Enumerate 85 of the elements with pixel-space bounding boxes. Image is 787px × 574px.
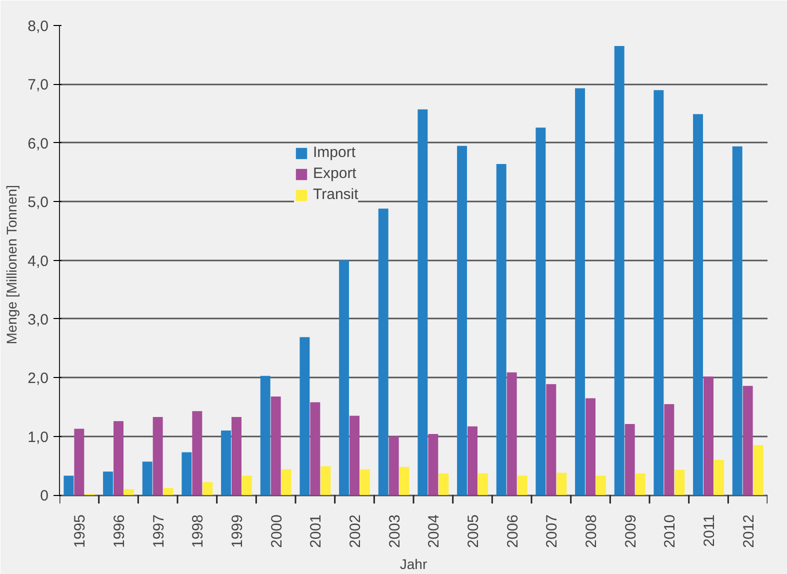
x-tick-label: 1996 <box>111 514 128 548</box>
bar <box>360 469 370 496</box>
x-tick-label: 2008 <box>583 514 600 548</box>
bar <box>457 146 467 496</box>
bar <box>536 128 546 496</box>
bar <box>496 164 506 496</box>
legend-label: Export <box>313 165 356 182</box>
y-tick-label: 2,0 <box>28 370 49 388</box>
bar <box>693 114 703 496</box>
bar <box>232 416 242 496</box>
bar <box>654 90 664 496</box>
bar <box>320 466 331 496</box>
bar <box>202 482 213 496</box>
bar <box>753 445 764 496</box>
bar <box>163 488 174 496</box>
x-tick-label: 1997 <box>150 514 168 548</box>
bar <box>142 462 152 496</box>
bar <box>714 460 724 496</box>
x-tick-label: 2012 <box>740 514 758 548</box>
x-tick-label: 2003 <box>386 514 404 548</box>
legend-label: Import <box>313 144 356 161</box>
y-tick-label: 6,0 <box>28 135 49 152</box>
x-tick-label: 2002 <box>347 514 364 548</box>
bar <box>517 476 528 496</box>
bar <box>468 426 478 496</box>
bar <box>575 88 585 496</box>
bar <box>114 421 124 496</box>
bar <box>704 376 714 496</box>
bar <box>624 424 635 496</box>
bar <box>546 384 556 496</box>
bar <box>152 416 163 496</box>
bar <box>339 260 349 496</box>
bar <box>478 473 488 496</box>
bar <box>378 208 388 496</box>
y-tick-label: 4,0 <box>28 252 49 270</box>
bar <box>732 146 742 496</box>
y-tick-label: 1,0 <box>28 428 49 446</box>
y-axis-title: Menge [Millionen Tonnen] <box>4 184 20 344</box>
bar <box>438 473 449 496</box>
x-tick-label: 2005 <box>465 514 482 548</box>
x-axis-title: Jahr <box>400 556 428 572</box>
bar <box>300 337 310 496</box>
x-tick-label: 2009 <box>622 514 640 548</box>
bar <box>428 434 438 496</box>
x-tick-label: 1999 <box>229 514 246 548</box>
bar <box>664 404 674 496</box>
bar <box>635 473 646 496</box>
bar <box>270 396 281 496</box>
x-tick-label: 2010 <box>662 514 679 548</box>
y-tick-label: 8,0 <box>28 18 49 35</box>
bar <box>614 46 624 496</box>
bar <box>674 470 685 496</box>
x-tick-label: 1998 <box>190 514 207 548</box>
bar <box>310 402 320 496</box>
bar <box>350 416 360 496</box>
bar <box>260 376 270 496</box>
y-tick-label: 0 <box>40 488 48 505</box>
bar <box>506 372 517 496</box>
x-tick-label: 2011 <box>701 514 718 547</box>
x-tick-label: 2006 <box>504 514 522 548</box>
x-tick-label: 2004 <box>426 514 443 548</box>
bar <box>281 469 292 496</box>
bar <box>103 472 113 496</box>
x-tick-label: 2000 <box>268 514 286 548</box>
bar <box>399 466 410 496</box>
bar <box>74 428 84 496</box>
bar <box>388 436 399 496</box>
bar <box>242 476 252 496</box>
y-tick-label: 7,0 <box>28 76 49 94</box>
bar <box>192 411 202 496</box>
x-tick-label: 2007 <box>544 514 561 548</box>
x-tick-label: 1995 <box>72 514 89 548</box>
y-tick-label: 5,0 <box>28 194 49 212</box>
bar <box>742 386 753 496</box>
bar <box>418 109 428 496</box>
bar <box>64 476 74 496</box>
legend-label: Transit <box>313 186 358 203</box>
bar <box>221 430 231 496</box>
bar <box>182 452 192 496</box>
bar <box>596 476 606 496</box>
x-tick-label: 2001 <box>308 514 325 548</box>
bar <box>586 398 596 496</box>
bar <box>124 489 134 496</box>
bar <box>556 472 567 496</box>
y-tick-label: 3,0 <box>28 311 49 328</box>
